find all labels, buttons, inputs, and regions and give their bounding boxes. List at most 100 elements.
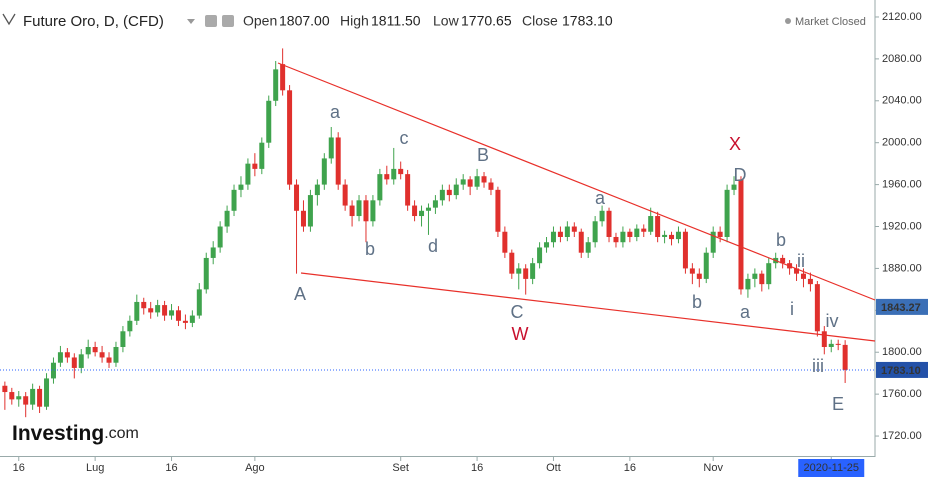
- candle-body: [766, 263, 772, 285]
- candle-body: [620, 231, 626, 243]
- candle-body: [335, 137, 341, 185]
- candle-body: [2, 385, 8, 393]
- candle-body: [675, 231, 681, 240]
- candle-body: [23, 396, 29, 405]
- candle-body: [203, 257, 209, 290]
- field-label: Open: [243, 13, 277, 29]
- candle-body: [162, 305, 168, 316]
- x-tick-label: 16: [624, 462, 636, 474]
- candle-body: [92, 346, 98, 353]
- field-value: 1770.65: [461, 13, 512, 29]
- candle-body: [252, 163, 258, 169]
- candle-body: [349, 205, 355, 217]
- x-tick-label: 2020-11-25: [804, 462, 859, 474]
- candle-body: [842, 344, 848, 370]
- wave-label: i: [790, 299, 794, 319]
- candle-body: [16, 396, 22, 400]
- y-tick-label: 1960.00: [882, 179, 922, 191]
- x-tick-label: 16: [165, 462, 177, 474]
- wave-label: ii: [797, 251, 805, 271]
- candle-body: [794, 268, 800, 274]
- y-tick-label: 2040.00: [882, 95, 922, 107]
- candle-body: [134, 301, 140, 321]
- wave-label: b: [365, 239, 375, 259]
- candle-body: [703, 252, 709, 279]
- candle-body: [287, 90, 293, 185]
- candle-body: [50, 362, 56, 379]
- wave-label: d: [428, 236, 438, 256]
- candle-body: [307, 195, 313, 227]
- candle-body: [710, 231, 716, 253]
- candle-body: [71, 357, 77, 368]
- y-tick-label: 1720.00: [882, 430, 922, 442]
- market-status: Market Closed: [795, 16, 866, 28]
- x-tick-label: Lug: [86, 462, 104, 474]
- candle-body: [523, 268, 529, 279]
- candle-body: [460, 179, 466, 185]
- candle-body: [266, 100, 272, 143]
- candle-body: [717, 231, 723, 237]
- candle-body: [419, 210, 425, 217]
- candle-body: [238, 184, 244, 190]
- candle-body: [724, 189, 730, 237]
- y-tick-label: 1760.00: [882, 388, 922, 400]
- candle-body: [196, 289, 202, 316]
- x-tick-label: Ott: [546, 462, 561, 474]
- candle-body: [169, 310, 175, 316]
- x-tick-label: Nov: [703, 462, 723, 474]
- price-tag: [876, 361, 928, 378]
- candle-body: [481, 176, 487, 183]
- field-label: High: [340, 13, 369, 29]
- lower-trendline: [300, 272, 876, 342]
- candle-body: [800, 273, 806, 279]
- candle-body: [835, 343, 841, 345]
- settings-icon[interactable]: [205, 15, 217, 27]
- candle-body: [641, 228, 647, 232]
- dropdown-icon[interactable]: [187, 19, 195, 24]
- candle-body: [44, 378, 50, 407]
- candle-body: [259, 142, 265, 169]
- candle-body: [217, 226, 223, 248]
- candle-body: [571, 226, 577, 232]
- candle-body: [814, 284, 820, 332]
- candle-body: [564, 226, 570, 237]
- candle-body: [544, 242, 550, 248]
- wave-label: D: [734, 165, 747, 185]
- candle-body: [516, 268, 522, 274]
- x-tick-label: 16: [471, 462, 483, 474]
- candle-body: [474, 176, 480, 187]
- wave-label: E: [832, 394, 844, 414]
- settings-icon[interactable]: [222, 15, 234, 27]
- candle-body: [37, 388, 43, 407]
- candle-body: [432, 200, 438, 208]
- wave-label: W: [512, 324, 529, 344]
- candle-body: [398, 168, 404, 175]
- candle-body: [634, 228, 640, 237]
- candle-body: [294, 184, 300, 211]
- price-tag-label: 1843.27: [881, 302, 921, 314]
- candle-body: [300, 210, 306, 227]
- candle-body: [550, 231, 556, 243]
- price-tag: [876, 298, 928, 315]
- chart-title: Future Oro, D, (CFD): [23, 13, 164, 30]
- trendlines: [277, 62, 876, 342]
- candle-body: [189, 315, 195, 323]
- wave-label: iv: [826, 311, 839, 331]
- candle-body: [585, 242, 591, 253]
- y-tick-label: 1880.00: [882, 262, 922, 274]
- candle-body: [391, 168, 397, 180]
- collapse-icon[interactable]: [2, 13, 16, 26]
- wave-label: iii: [812, 356, 824, 376]
- candle-body: [446, 189, 452, 196]
- candle-body: [606, 210, 612, 237]
- candle-body: [9, 392, 15, 400]
- candles: [2, 48, 848, 418]
- candle-body: [405, 174, 411, 206]
- candle-body: [731, 184, 737, 190]
- y-tick-label: 2080.00: [882, 53, 922, 65]
- candle-body: [509, 252, 515, 274]
- candle-body: [224, 210, 230, 227]
- y-tick-label: 1800.00: [882, 346, 922, 358]
- candle-body: [807, 278, 813, 285]
